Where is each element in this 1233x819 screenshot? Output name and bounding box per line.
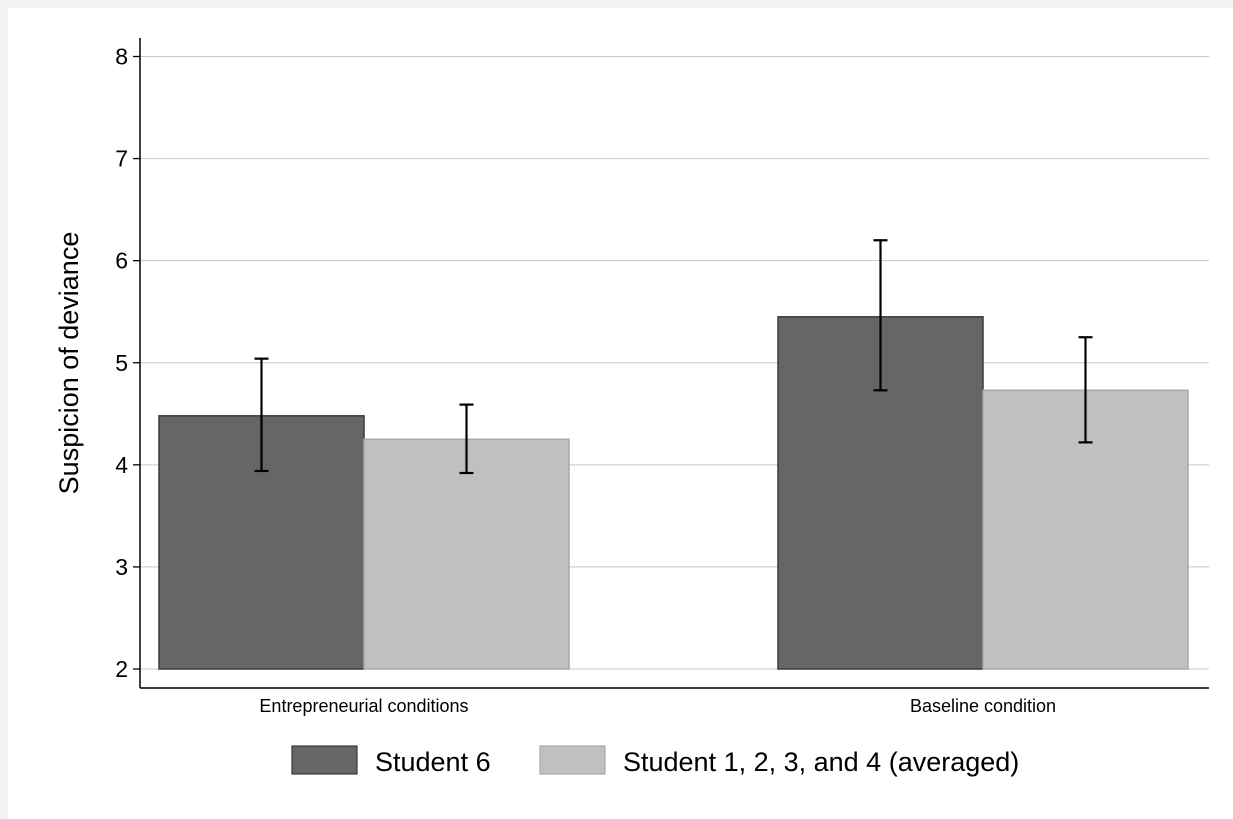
legend-swatch: [539, 745, 606, 775]
chart-frame: 2 3 4 5 6 7 8 Entrepreneurial conditions Baselin…: [8, 8, 1233, 819]
y-tick-label: 3: [115, 554, 128, 580]
bars: [158, 316, 1189, 670]
y-tick-label: 4: [115, 452, 128, 478]
y-tick-label: 7: [115, 146, 128, 172]
error-bar: [873, 239, 888, 392]
error-bar: [459, 403, 474, 475]
y-tick-label: 6: [115, 248, 128, 274]
axes: 2 3 4 5 6 7 8 Entrepreneurial conditions Baselin…: [115, 38, 1209, 716]
y-tick-label: 2: [115, 656, 128, 682]
legend: Student 6 Student 1, 2, 3, and 4 (average…: [291, 745, 1019, 777]
error-bar: [254, 357, 269, 473]
series-students-1-4-bar: [363, 438, 570, 670]
x-category-label: Baseline condition: [910, 696, 1056, 716]
y-tick-label: 5: [115, 350, 128, 376]
legend-swatch: [291, 745, 358, 775]
legend-label: Student 1, 2, 3, and 4 (averaged): [623, 747, 1019, 777]
y-axis-label: Suspicion of deviance: [54, 232, 84, 495]
error-bar: [1078, 336, 1093, 444]
legend-label: Student 6: [375, 747, 491, 777]
bar-chart: 2 3 4 5 6 7 8 Entrepreneurial conditions Baselin…: [54, 38, 1209, 777]
x-category-label: Entrepreneurial conditions: [259, 696, 468, 716]
error-bars: [254, 239, 1093, 475]
y-tick-label: 8: [115, 44, 128, 70]
